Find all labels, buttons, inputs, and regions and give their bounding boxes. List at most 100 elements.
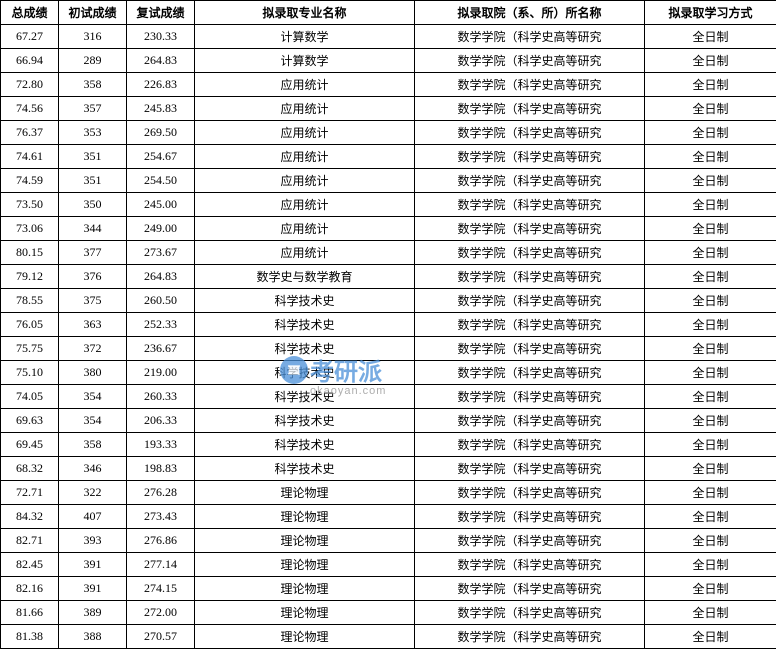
table-cell: 科学技术史: [195, 289, 415, 313]
table-cell: 273.43: [127, 505, 195, 529]
col-header-retest: 复试成绩: [127, 1, 195, 25]
table-cell: 358: [59, 433, 127, 457]
table-cell: 74.56: [1, 97, 59, 121]
table-cell: 科学技术史: [195, 313, 415, 337]
table-cell: 316: [59, 25, 127, 49]
table-cell: 72.71: [1, 481, 59, 505]
table-cell: 数学学院（科学史高等研究: [415, 529, 645, 553]
table-cell: 67.27: [1, 25, 59, 49]
table-cell: 数学学院（科学史高等研究: [415, 73, 645, 97]
table-row: 73.06344249.00应用统计数学学院（科学史高等研究全日制: [1, 217, 776, 241]
table-row: 80.15377273.67应用统计数学学院（科学史高等研究全日制: [1, 241, 776, 265]
table-cell: 数学学院（科学史高等研究: [415, 433, 645, 457]
table-row: 69.45358193.33科学技术史数学学院（科学史高等研究全日制: [1, 433, 776, 457]
table-row: 72.80358226.83应用统计数学学院（科学史高等研究全日制: [1, 73, 776, 97]
table-cell: 76.05: [1, 313, 59, 337]
table-cell: 389: [59, 601, 127, 625]
table-row: 75.10380219.00科学技术史数学学院（科学史高等研究全日制: [1, 361, 776, 385]
table-row: 78.55375260.50科学技术史数学学院（科学史高等研究全日制: [1, 289, 776, 313]
table-cell: 数学学院（科学史高等研究: [415, 25, 645, 49]
table-cell: 254.50: [127, 169, 195, 193]
table-cell: 363: [59, 313, 127, 337]
table-cell: 82.45: [1, 553, 59, 577]
table-cell: 应用统计: [195, 73, 415, 97]
table-cell: 全日制: [645, 625, 776, 649]
table-cell: 全日制: [645, 457, 776, 481]
table-cell: 391: [59, 553, 127, 577]
table-cell: 274.15: [127, 577, 195, 601]
table-cell: 252.33: [127, 313, 195, 337]
table-cell: 377: [59, 241, 127, 265]
table-cell: 358: [59, 73, 127, 97]
table-cell: 351: [59, 145, 127, 169]
table-cell: 数学学院（科学史高等研究: [415, 313, 645, 337]
table-cell: 应用统计: [195, 169, 415, 193]
table-cell: 230.33: [127, 25, 195, 49]
table-cell: 数学学院（科学史高等研究: [415, 553, 645, 577]
table-cell: 388: [59, 625, 127, 649]
table-body: 67.27316230.33计算数学数学学院（科学史高等研究全日制66.9428…: [1, 25, 776, 649]
table-cell: 219.00: [127, 361, 195, 385]
table-cell: 249.00: [127, 217, 195, 241]
table-cell: 74.61: [1, 145, 59, 169]
table-cell: 351: [59, 169, 127, 193]
table-cell: 260.50: [127, 289, 195, 313]
table-cell: 全日制: [645, 337, 776, 361]
table-cell: 全日制: [645, 313, 776, 337]
table-cell: 260.33: [127, 385, 195, 409]
table-cell: 理论物理: [195, 553, 415, 577]
table-cell: 69.45: [1, 433, 59, 457]
table-row: 76.05363252.33科学技术史数学学院（科学史高等研究全日制: [1, 313, 776, 337]
table-row: 79.12376264.83数学史与数学教育数学学院（科学史高等研究全日制: [1, 265, 776, 289]
table-row: 73.50350245.00应用统计数学学院（科学史高等研究全日制: [1, 193, 776, 217]
table-cell: 254.67: [127, 145, 195, 169]
table-cell: 数学学院（科学史高等研究: [415, 409, 645, 433]
table-cell: 245.83: [127, 97, 195, 121]
table-cell: 276.28: [127, 481, 195, 505]
table-cell: 380: [59, 361, 127, 385]
table-cell: 理论物理: [195, 601, 415, 625]
table-cell: 354: [59, 385, 127, 409]
table-cell: 数学学院（科学史高等研究: [415, 169, 645, 193]
table-cell: 应用统计: [195, 97, 415, 121]
table-cell: 数学学院（科学史高等研究: [415, 505, 645, 529]
table-cell: 80.15: [1, 241, 59, 265]
table-cell: 数学学院（科学史高等研究: [415, 145, 645, 169]
table-row: 66.94289264.83计算数学数学学院（科学史高等研究全日制: [1, 49, 776, 73]
table-cell: 全日制: [645, 385, 776, 409]
table-cell: 数学学院（科学史高等研究: [415, 625, 645, 649]
table-cell: 数学学院（科学史高等研究: [415, 97, 645, 121]
table-cell: 应用统计: [195, 121, 415, 145]
table-cell: 全日制: [645, 49, 776, 73]
table-cell: 82.16: [1, 577, 59, 601]
table-cell: 全日制: [645, 193, 776, 217]
table-cell: 75.10: [1, 361, 59, 385]
table-row: 74.05354260.33科学技术史数学学院（科学史高等研究全日制: [1, 385, 776, 409]
table-row: 81.66389272.00理论物理数学学院（科学史高等研究全日制: [1, 601, 776, 625]
table-row: 74.61351254.67应用统计数学学院（科学史高等研究全日制: [1, 145, 776, 169]
table-cell: 全日制: [645, 409, 776, 433]
table-cell: 344: [59, 217, 127, 241]
table-cell: 理论物理: [195, 625, 415, 649]
table-cell: 264.83: [127, 49, 195, 73]
table-cell: 科学技术史: [195, 361, 415, 385]
col-header-mode: 拟录取学习方式: [645, 1, 776, 25]
table-row: 84.32407273.43理论物理数学学院（科学史高等研究全日制: [1, 505, 776, 529]
table-row: 82.71393276.86理论物理数学学院（科学史高等研究全日制: [1, 529, 776, 553]
table-cell: 科学技术史: [195, 409, 415, 433]
table-cell: 66.94: [1, 49, 59, 73]
table-cell: 79.12: [1, 265, 59, 289]
table-cell: 376: [59, 265, 127, 289]
table-cell: 数学学院（科学史高等研究: [415, 481, 645, 505]
table-cell: 数学学院（科学史高等研究: [415, 337, 645, 361]
table-row: 69.63354206.33科学技术史数学学院（科学史高等研究全日制: [1, 409, 776, 433]
col-header-prelim: 初试成绩: [59, 1, 127, 25]
table-cell: 277.14: [127, 553, 195, 577]
table-row: 75.75372236.67科学技术史数学学院（科学史高等研究全日制: [1, 337, 776, 361]
table-cell: 计算数学: [195, 49, 415, 73]
table-row: 76.37353269.50应用统计数学学院（科学史高等研究全日制: [1, 121, 776, 145]
table-cell: 353: [59, 121, 127, 145]
col-header-major: 拟录取专业名称: [195, 1, 415, 25]
table-cell: 74.05: [1, 385, 59, 409]
table-cell: 269.50: [127, 121, 195, 145]
